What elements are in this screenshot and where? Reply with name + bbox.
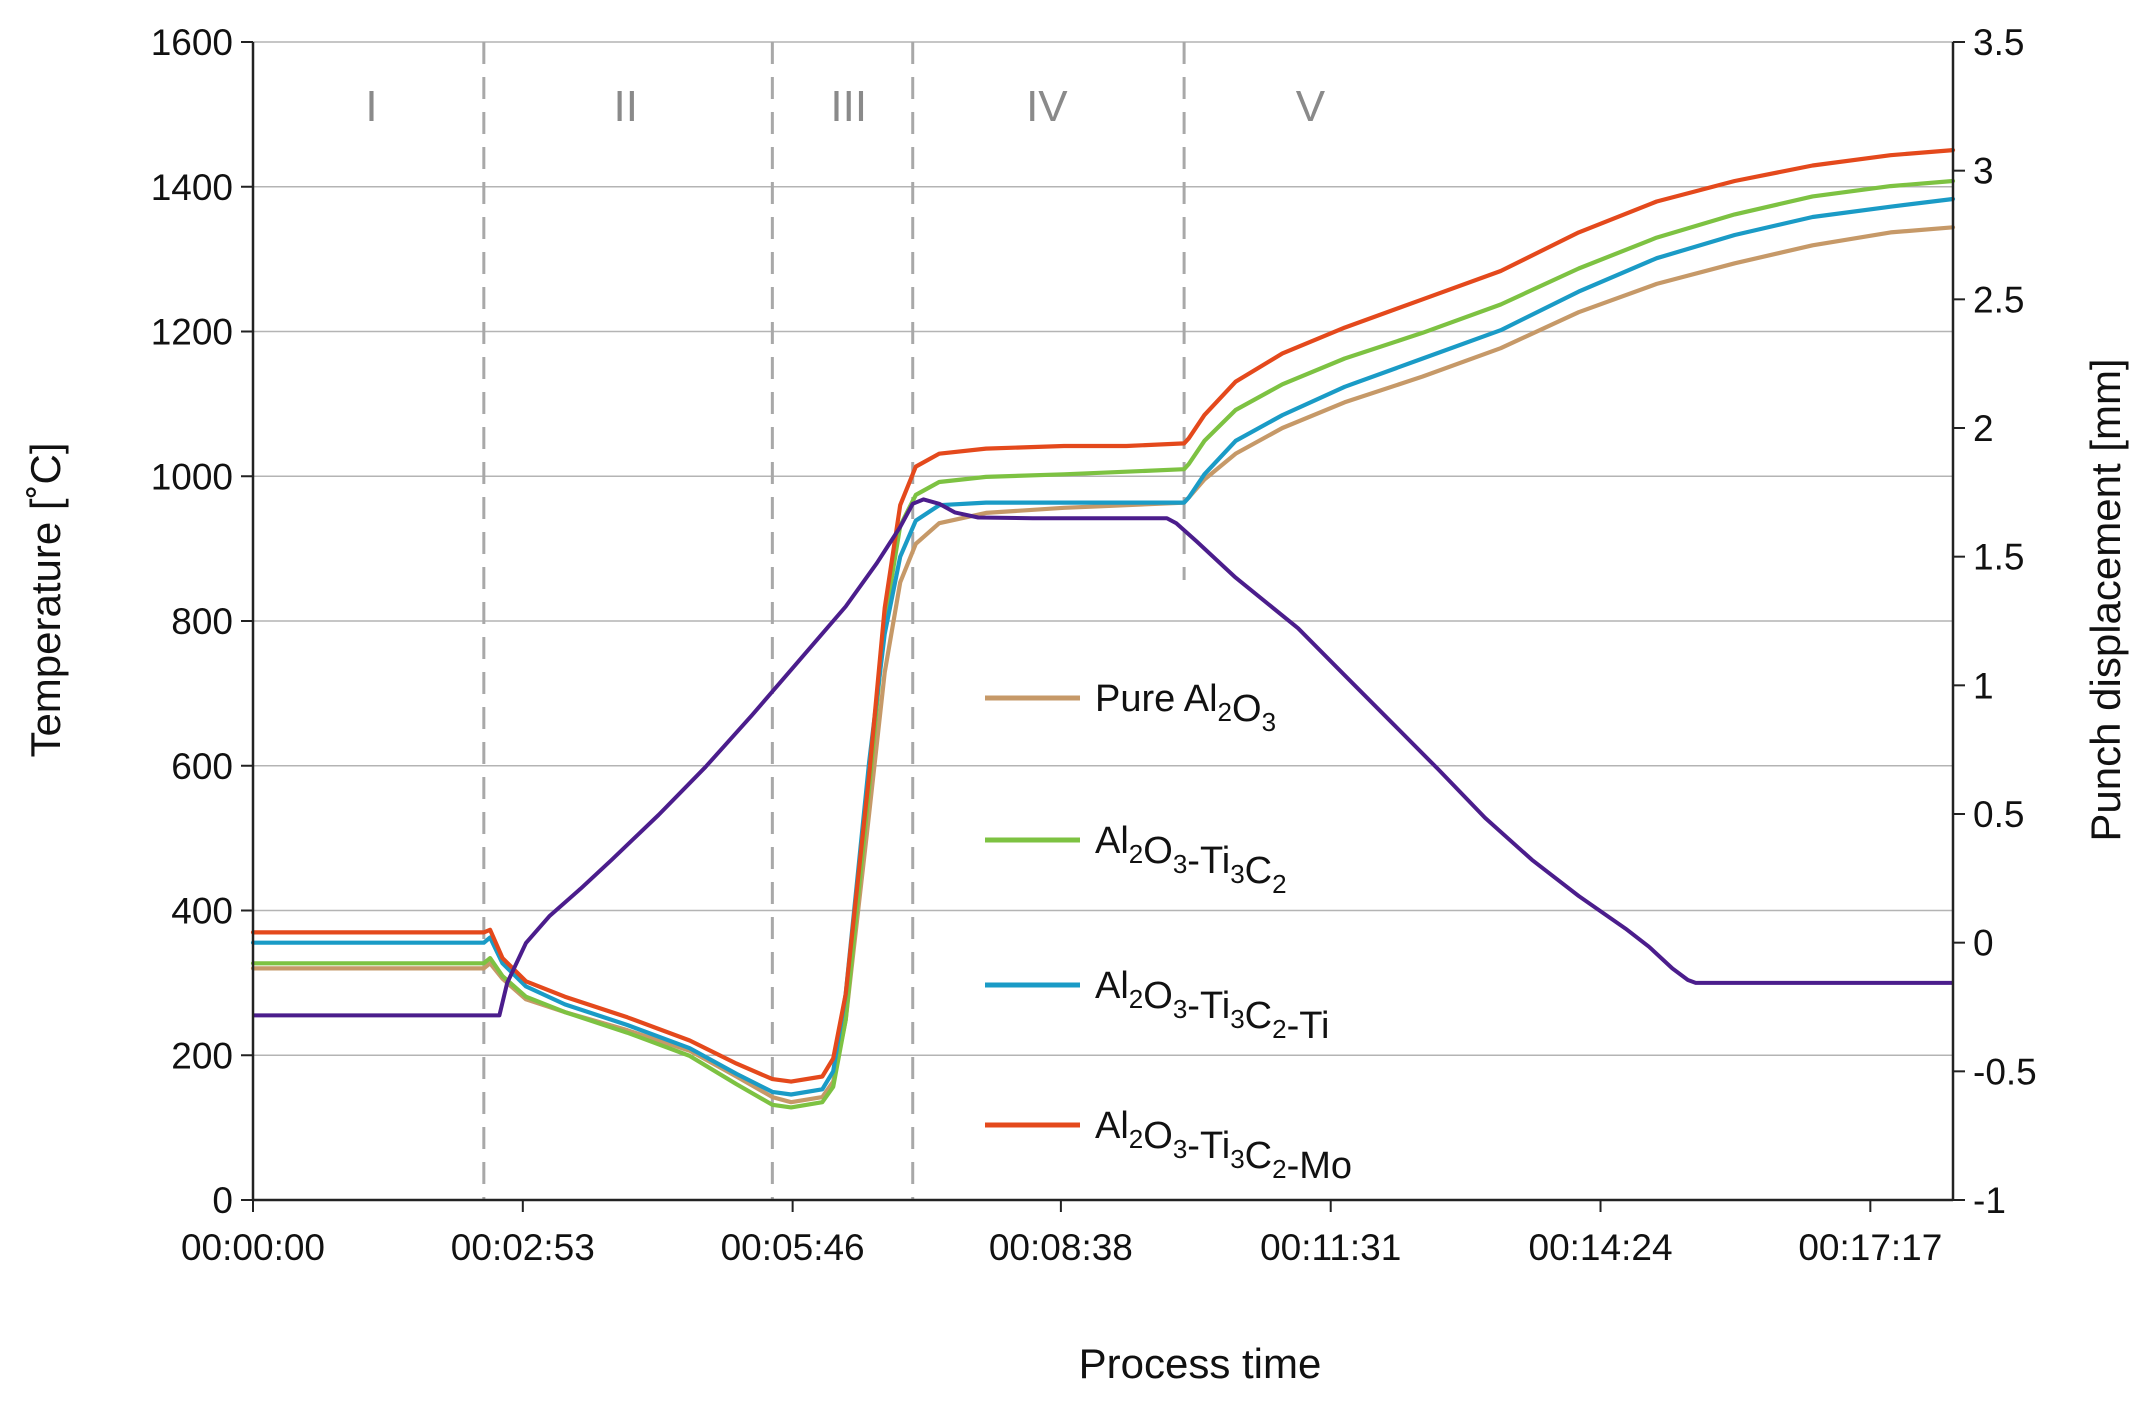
phase-label-V: V xyxy=(1296,82,1326,131)
y-left-tick-label: 1400 xyxy=(151,167,233,208)
legend-label-subscript: 3 xyxy=(1173,1134,1187,1164)
legend-label-1: Al2O3-Ti3C2 xyxy=(1095,820,1287,899)
phase-label-I: I xyxy=(365,82,377,131)
legend-label-part: Al xyxy=(1095,1105,1129,1147)
legend-label-part: -Ti xyxy=(1187,1125,1230,1167)
y-axis-right-title: Punch displacement [mm] xyxy=(2082,358,2129,841)
legend-label-part: -Ti xyxy=(1187,840,1230,882)
y-left-tick-label: 600 xyxy=(171,746,233,787)
legend-label-part: Al xyxy=(1095,965,1129,1007)
legend-label-part: Al xyxy=(1095,820,1129,862)
series-line-3 xyxy=(250,148,1956,1084)
legend-label-part: Pure Al xyxy=(1095,678,1218,720)
y-right-tick-label: 1 xyxy=(1973,665,1994,706)
y-left-tick-label: 1200 xyxy=(151,312,233,353)
phase-dividers: I II III IV V xyxy=(365,42,1326,1200)
legend-label-subscript: 2 xyxy=(1272,1014,1286,1044)
y-right-tick-label: 2.5 xyxy=(1973,279,2024,320)
legend-label-part: O xyxy=(1143,975,1173,1017)
x-tick-label: 00:14:24 xyxy=(1529,1227,1673,1268)
legend-label-subscript: 3 xyxy=(1230,859,1244,889)
series-layer xyxy=(250,148,1956,1110)
legend-label-subscript: 3 xyxy=(1173,994,1187,1024)
y-left-tick-label: 1600 xyxy=(151,22,233,63)
x-tick-label: 00:02:53 xyxy=(451,1227,595,1268)
y-left-tick-label: 200 xyxy=(171,1035,233,1076)
legend-label-part: O xyxy=(1143,1115,1173,1157)
x-tick-label: 00:11:31 xyxy=(1260,1227,1401,1268)
series-line-2 xyxy=(250,196,1956,1097)
legend-label-2: Al2O3-Ti3C2-Ti xyxy=(1095,965,1330,1047)
y-right-tick-label: 0 xyxy=(1973,923,1994,964)
x-tick-label: 00:00:00 xyxy=(181,1227,325,1268)
x-tick-label: 00:08:38 xyxy=(989,1227,1133,1268)
y-left-tick-label: 1000 xyxy=(151,456,233,497)
legend-label-subscript: 2 xyxy=(1129,984,1143,1014)
series-line-1 xyxy=(250,178,1956,1110)
axes xyxy=(241,41,1965,1212)
phase-label-III: III xyxy=(830,82,867,131)
legend-label-subscript: 3 xyxy=(1173,849,1187,879)
y-axis-left-title: Temperature [˚C] xyxy=(22,442,69,757)
legend-label-part: C xyxy=(1245,850,1272,892)
legend-label-part: C xyxy=(1245,995,1272,1037)
legend-label-part: O xyxy=(1143,830,1173,872)
legend-label-subscript: 2 xyxy=(1272,869,1286,899)
legend-label-subscript: 3 xyxy=(1262,707,1276,737)
legend-label-part: C xyxy=(1245,1135,1272,1177)
phase-label-IV: IV xyxy=(1026,82,1068,131)
x-tick-label: 00:05:46 xyxy=(721,1227,865,1268)
phase-label-II: II xyxy=(614,82,638,131)
y-right-tick-label: 1.5 xyxy=(1973,537,2024,578)
y-left-tick-label: 400 xyxy=(171,891,233,932)
x-tick-label: 00:17:17 xyxy=(1798,1227,1942,1268)
legend: Pure Al2O3Al2O3-Ti3C2Al2O3-Ti3C2-TiAl2O3… xyxy=(985,678,1352,1187)
y-left-tick-label: 0 xyxy=(212,1180,233,1221)
legend-label-subscript: 3 xyxy=(1230,1004,1244,1034)
temperature-line xyxy=(253,497,1953,1018)
legend-label-part: -Ti xyxy=(1187,985,1230,1027)
legend-label-part: O xyxy=(1232,688,1262,730)
legend-label-3: Al2O3-Ti3C2-Mo xyxy=(1095,1105,1352,1187)
y-right-tick-label: -1 xyxy=(1973,1180,2006,1221)
legend-label-subscript: 2 xyxy=(1272,1154,1286,1184)
y-left-tick-label: 800 xyxy=(171,601,233,642)
y-right-tick-label: 3.5 xyxy=(1973,22,2024,63)
legend-label-subscript: 3 xyxy=(1230,1144,1244,1174)
legend-label-tail: -Mo xyxy=(1287,1145,1352,1187)
legend-label-subscript: 2 xyxy=(1129,1124,1143,1154)
y-right-tick-label: 0.5 xyxy=(1973,794,2024,835)
tick-labels: 0 200 400 600 800 1000 1200 1400 1600 -1 -0.5 0 0.5 1… xyxy=(151,22,2037,1268)
y-right-tick-label: 2 xyxy=(1973,408,1994,449)
y-right-tick-label: 3 xyxy=(1973,151,1994,192)
x-axis-title: Process time xyxy=(1079,1340,1322,1387)
legend-label-tail: -Ti xyxy=(1287,1005,1330,1047)
legend-label-subscript: 2 xyxy=(1129,839,1143,869)
gridlines xyxy=(253,41,1953,1057)
legend-label-0: Pure Al2O3 xyxy=(1095,678,1276,737)
y-right-tick-label: -0.5 xyxy=(1973,1051,2037,1092)
legend-label-subscript: 2 xyxy=(1218,697,1232,727)
